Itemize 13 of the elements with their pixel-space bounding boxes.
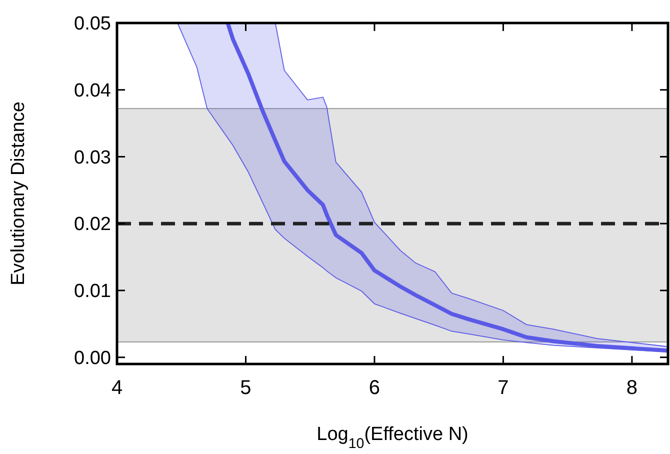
x-tick-label: 6 (368, 377, 380, 399)
x-tick-label: 4 (111, 377, 123, 399)
x-tick-label: 8 (626, 377, 638, 399)
y-tick-label: 0.04 (74, 80, 112, 102)
y-axis-title: Evolutionary Distance (8, 102, 29, 286)
x-tick-label: 7 (498, 377, 509, 399)
x-tick-label: 5 (240, 377, 252, 399)
y-tick-label: 0.02 (74, 214, 111, 236)
y-tick-label: 0.05 (74, 14, 111, 35)
y-tick-label: 0.00 (74, 348, 111, 369)
y-tick-label: 0.01 (74, 281, 111, 302)
y-tick-label: 0.03 (74, 147, 111, 168)
x-axis-title: Log$_{10}$(Effective N) (316, 424, 468, 452)
